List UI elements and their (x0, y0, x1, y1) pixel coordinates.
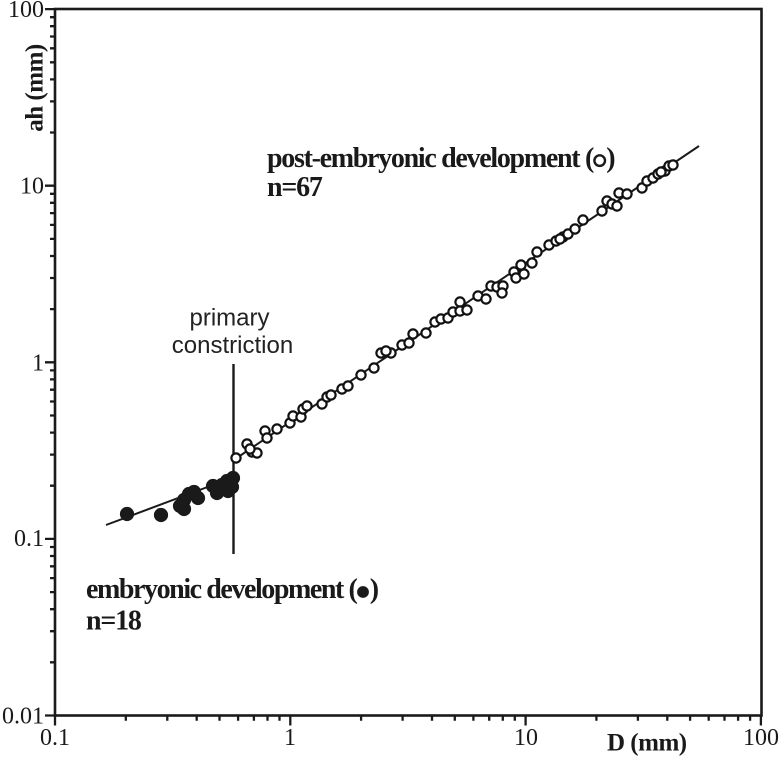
svg-text:1: 1 (32, 350, 44, 376)
svg-text:): ) (606, 143, 615, 174)
svg-text:10: 10 (20, 174, 44, 200)
svg-text:primary: primary (189, 305, 269, 332)
svg-text:100: 100 (743, 725, 779, 751)
svg-text:0.1: 0.1 (40, 725, 70, 751)
svg-text:D (mm): D (mm) (607, 730, 687, 757)
svg-text:10: 10 (514, 725, 538, 751)
svg-text:0.1: 0.1 (14, 526, 44, 552)
svg-text:n=67: n=67 (267, 172, 323, 203)
svg-text:constriction: constriction (172, 332, 293, 359)
svg-text:post-embryonic development (: post-embryonic development ( (267, 143, 594, 174)
svg-text:0.01: 0.01 (2, 704, 44, 730)
svg-text:n=18: n=18 (86, 606, 142, 637)
svg-text:100: 100 (8, 0, 44, 23)
svg-text:ah (mm): ah (mm) (22, 44, 49, 132)
svg-text:): ) (370, 574, 379, 605)
svg-text:embryonic development (: embryonic development ( (86, 574, 357, 605)
svg-text:1: 1 (284, 725, 296, 751)
